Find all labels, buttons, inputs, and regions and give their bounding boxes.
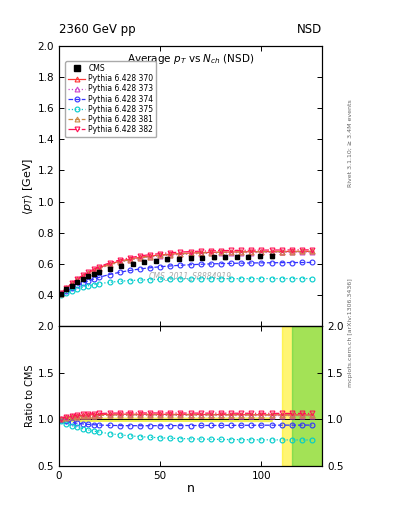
Y-axis label: $\langle p_T\rangle$ [GeV]: $\langle p_T\rangle$ [GeV] bbox=[21, 157, 35, 215]
Text: NSD: NSD bbox=[297, 23, 322, 36]
X-axis label: n: n bbox=[187, 482, 195, 495]
Y-axis label: Ratio to CMS: Ratio to CMS bbox=[25, 365, 35, 427]
Text: Rivet 3.1.10; ≥ 3.4M events: Rivet 3.1.10; ≥ 3.4M events bbox=[348, 99, 353, 187]
Text: mcplots.cern.ch [arXiv:1306.3436]: mcplots.cern.ch [arXiv:1306.3436] bbox=[348, 279, 353, 387]
Text: 2360 GeV pp: 2360 GeV pp bbox=[59, 23, 136, 36]
Legend: CMS, Pythia 6.428 370, Pythia 6.428 373, Pythia 6.428 374, Pythia 6.428 375, Pyt: CMS, Pythia 6.428 370, Pythia 6.428 373,… bbox=[65, 61, 156, 137]
Bar bbox=[292, 326, 322, 466]
Bar bbox=[282, 326, 322, 466]
Text: CMS_2011_S8884919: CMS_2011_S8884919 bbox=[149, 271, 232, 280]
Text: Average $p_T$ vs $N_{ch}$ (NSD): Average $p_T$ vs $N_{ch}$ (NSD) bbox=[127, 52, 254, 66]
